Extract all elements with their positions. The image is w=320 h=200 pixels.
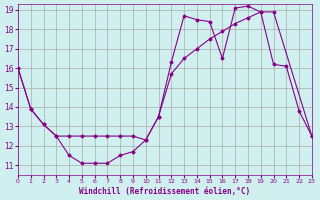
X-axis label: Windchill (Refroidissement éolien,°C): Windchill (Refroidissement éolien,°C) xyxy=(79,187,251,196)
